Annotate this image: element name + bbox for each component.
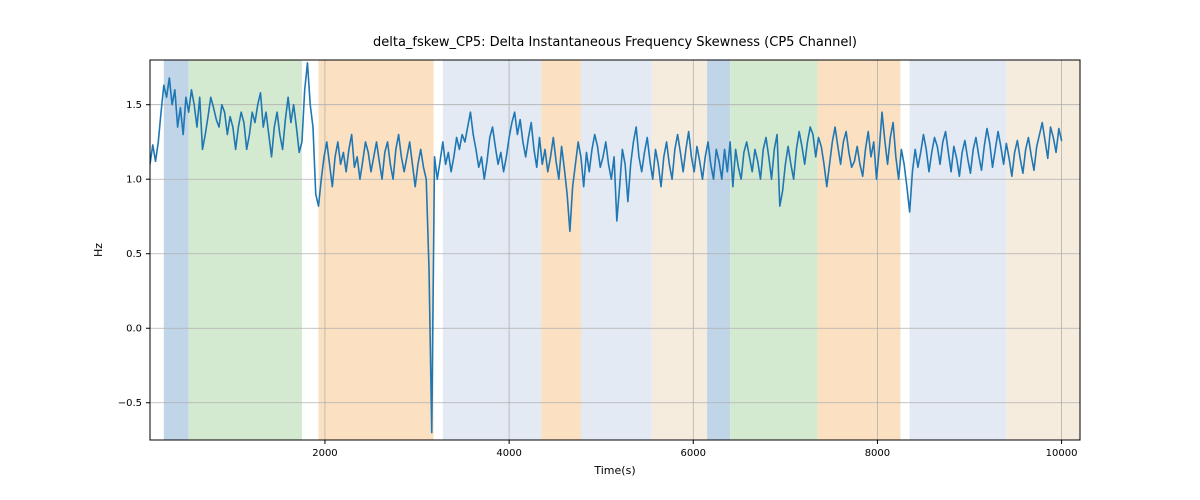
x-tick-label: 6000	[681, 448, 706, 459]
x-tick-label: 10000	[1046, 448, 1078, 459]
y-tick-label: 1.5	[126, 100, 142, 111]
chart-svg: 2000 4000 6000 8000 10000 −0.5 0.0 0.5 1.0 1.5 Tim…	[0, 0, 1200, 500]
chart-title: delta_fskew_CP5: Delta Instantaneous Fre…	[373, 35, 857, 50]
shaded-region	[707, 60, 730, 440]
shaded-region	[581, 60, 652, 440]
shaded-region	[1006, 60, 1080, 440]
shaded-region	[319, 60, 434, 440]
shaded-region	[730, 60, 817, 440]
y-tick-label: −0.5	[118, 398, 142, 409]
x-axis-label: Time(s)	[593, 464, 635, 477]
plot-area	[150, 60, 1080, 440]
x-tick-label: 8000	[865, 448, 890, 459]
y-tick-label: 0.5	[126, 249, 142, 260]
chart-figure: 2000 4000 6000 8000 10000 −0.5 0.0 0.5 1.0 1.5 Tim…	[0, 0, 1200, 500]
shaded-region	[910, 60, 1007, 440]
x-tick-label: 4000	[496, 448, 521, 459]
shaded-region	[541, 60, 581, 440]
shaded-region	[443, 60, 542, 440]
y-tick-label: 1.0	[126, 175, 142, 186]
y-axis-label: Hz	[92, 243, 105, 257]
y-tick-label: 0.0	[126, 324, 142, 335]
x-tick-label: 2000	[312, 448, 337, 459]
shaded-region	[652, 60, 707, 440]
shaded-region	[818, 60, 901, 440]
